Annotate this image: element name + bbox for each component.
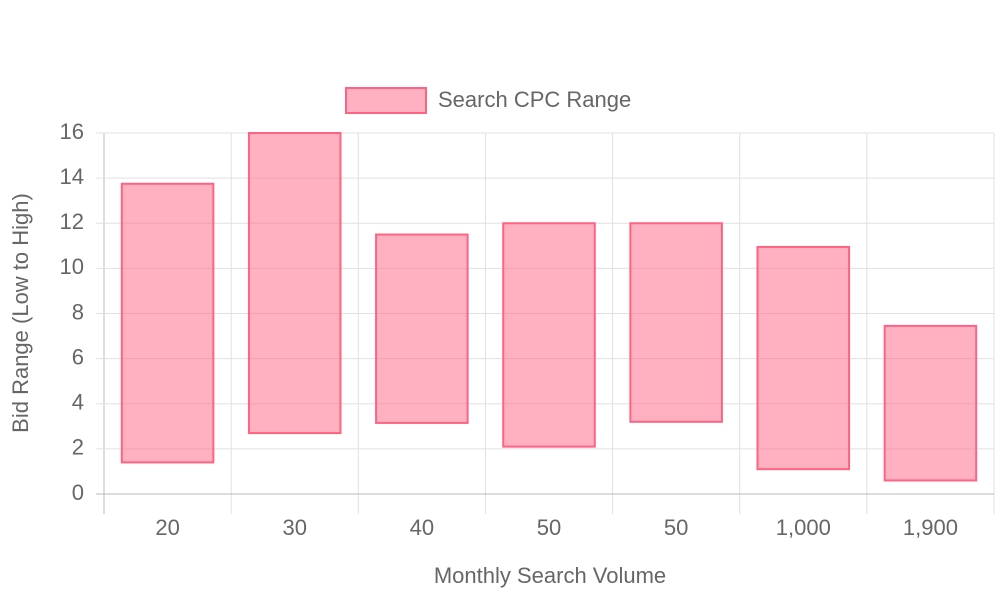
x-tick-label: 50 [537, 515, 561, 540]
y-tick-label: 10 [60, 254, 84, 279]
x-tick-label: 40 [410, 515, 434, 540]
x-tick-label: 30 [282, 515, 306, 540]
x-tick-label: 20 [155, 515, 179, 540]
y-tick-label: 8 [72, 299, 84, 324]
legend-swatch [345, 87, 427, 114]
y-axis-label: Bid Range (Low to High) [8, 193, 33, 433]
x-tick-label: 1,000 [776, 515, 831, 540]
bar [756, 245, 851, 471]
x-tick-label: 1,900 [903, 515, 958, 540]
y-tick-label: 14 [60, 164, 84, 189]
y-tick-label: 0 [72, 480, 84, 505]
y-tick-label: 6 [72, 344, 84, 369]
y-tick-label: 12 [60, 209, 84, 234]
bar [247, 132, 342, 435]
x-tick-label: 50 [664, 515, 688, 540]
bar [120, 182, 215, 464]
y-tick-label: 16 [60, 119, 84, 144]
x-axis-label: Monthly Search Volume [434, 563, 666, 588]
bar [502, 222, 596, 448]
y-tick-label: 4 [72, 390, 84, 415]
bar [375, 233, 469, 424]
legend-label: Search CPC Range [438, 87, 631, 112]
y-tick-label: 2 [72, 435, 84, 460]
bar [883, 324, 978, 482]
bar [629, 222, 723, 423]
